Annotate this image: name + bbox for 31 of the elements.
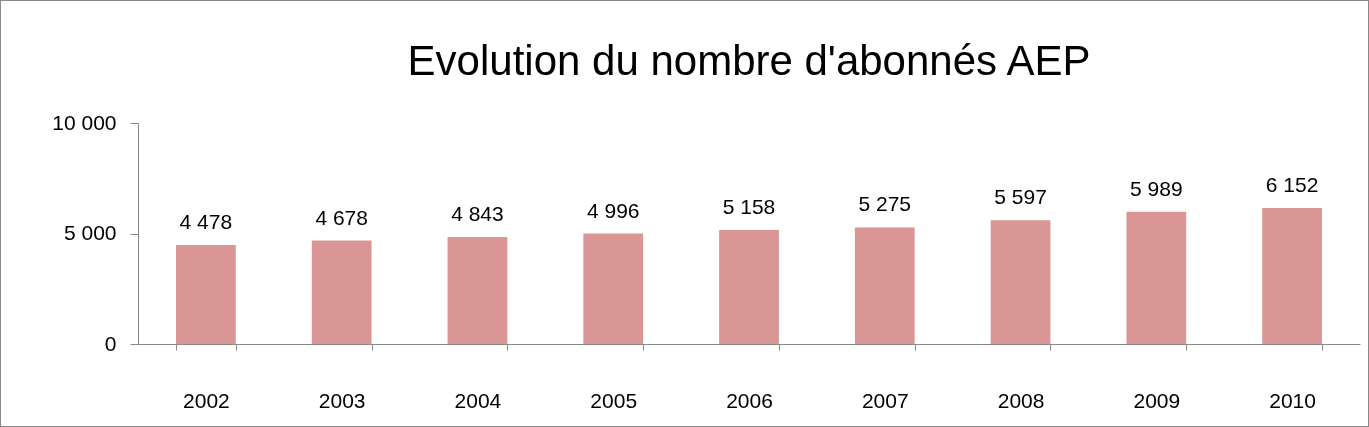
x-tick-label: 2007 [861, 388, 909, 412]
data-label: 5 989 [1130, 176, 1183, 200]
y-tick-label: 0 [104, 331, 117, 355]
chart-title: Evolution du nombre d'abonnés AEP [407, 37, 1091, 84]
bar [990, 220, 1051, 344]
bar [176, 245, 236, 344]
bar [583, 233, 644, 344]
data-label: 5 597 [994, 185, 1047, 209]
x-tick-label: 2009 [1133, 388, 1181, 412]
data-label: 4 478 [179, 210, 233, 234]
x-tick-label: 2003 [318, 388, 366, 412]
x-tick-label: 2008 [997, 388, 1045, 412]
bar [1126, 211, 1187, 344]
x-tick-label: 2005 [590, 388, 638, 412]
bar [311, 240, 372, 344]
data-label: 6 152 [1265, 173, 1319, 197]
y-tick-label: 10 000 [52, 110, 117, 134]
bar [447, 236, 508, 344]
x-tick-label: 2002 [183, 388, 230, 412]
bar [854, 227, 915, 344]
y-tick-label: 5 000 [63, 221, 117, 244]
data-label: 4 996 [586, 198, 640, 222]
bar [719, 230, 779, 344]
data-label: 5 158 [722, 195, 776, 219]
x-tick-label: 2004 [454, 388, 502, 412]
data-label: 5 275 [858, 192, 912, 216]
data-label: 4 843 [451, 201, 504, 225]
x-tick-label: 2006 [726, 388, 773, 412]
data-label: 4 678 [315, 205, 368, 229]
bar [1262, 208, 1322, 344]
x-tick-label: 2010 [1269, 388, 1316, 412]
